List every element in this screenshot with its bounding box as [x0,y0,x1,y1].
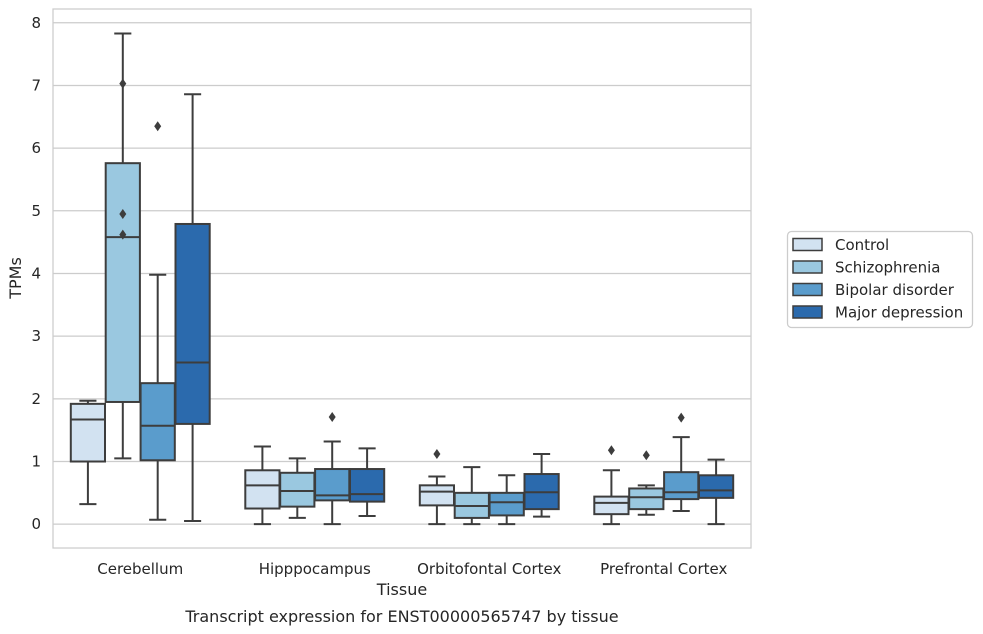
outlier-point [154,121,162,132]
legend-label: Control [835,236,889,254]
box-control [244,445,281,526]
plot-area-frame [52,8,752,549]
outlier-point [607,445,615,456]
box-iqr [104,162,141,403]
y-tick-label: 8 [31,14,41,32]
outlier-point [642,450,650,461]
box-schizophrenia [279,457,316,519]
y-tick-label: 3 [31,327,41,345]
outlier-point [677,412,685,423]
box-schizophrenia [628,450,665,516]
box-bipolar-disorder [314,412,351,526]
legend-swatch [792,282,823,297]
box-schizophrenia [453,466,490,526]
box-iqr [663,471,700,501]
box-iqr [628,487,665,511]
y-tick-label: 5 [31,202,41,220]
box-bipolar-disorder [139,121,176,521]
legend-label: Schizophrenia [835,259,940,277]
box-control [69,399,107,506]
box-control [418,448,456,526]
box-major-depression [523,452,560,518]
legend-label: Bipolar disorder [835,281,955,299]
box-bipolar-disorder [488,474,525,526]
chart-caption: Transcript expression for ENST0000056574… [184,607,618,626]
y-axis-title: TPMs [6,257,25,300]
y-tick-label: 4 [31,264,41,282]
x-tick-label: Hipppocampus [259,560,371,578]
box-groups [69,32,735,526]
box-iqr [279,471,316,508]
legend-swatch [792,305,823,319]
box-iqr [418,484,456,507]
box-major-depression [348,447,386,518]
box-control [593,445,630,526]
y-axis-ticks: 0 1 2 3 4 5 6 7 8 [31,14,41,533]
legend-swatch [792,237,823,252]
box-iqr [593,495,630,516]
y-tick-label: 2 [31,390,41,408]
box-iqr [697,474,735,499]
box-major-depression [174,93,211,523]
box-iqr [488,491,525,517]
outlier-point [119,78,127,89]
box-iqr [139,382,176,462]
x-tick-label: Cerebellum [97,560,183,578]
box-iqr [174,222,211,425]
box-bipolar-disorder [663,412,700,513]
box-iqr [348,468,386,503]
y-tick-label: 1 [31,453,41,471]
outlier-point [328,412,336,423]
box-schizophrenia [104,32,141,460]
box-iqr [244,469,281,510]
legend: Control Schizophrenia Bipolar disorder Majo… [786,230,974,329]
box-iqr [69,402,107,463]
outlier-point [119,229,127,240]
legend-frame [786,230,974,329]
y-tick-label: 6 [31,139,41,157]
x-tick-label: Prefrontal Cortex [600,560,727,578]
legend-label: Major depression [835,304,963,322]
outlier-point [433,448,441,459]
y-tick-label: 7 [31,76,41,94]
x-tick-label: Orbitofontal Cortex [417,560,561,578]
x-axis-title: Tissue [376,580,427,599]
x-axis-ticks: Cerebellum Hipppocampus Orbitofontal Corte… [97,560,727,578]
outlier-point [119,208,127,219]
box-major-depression [697,458,735,526]
legend-swatch [792,260,823,274]
y-tick-label: 0 [31,515,41,533]
